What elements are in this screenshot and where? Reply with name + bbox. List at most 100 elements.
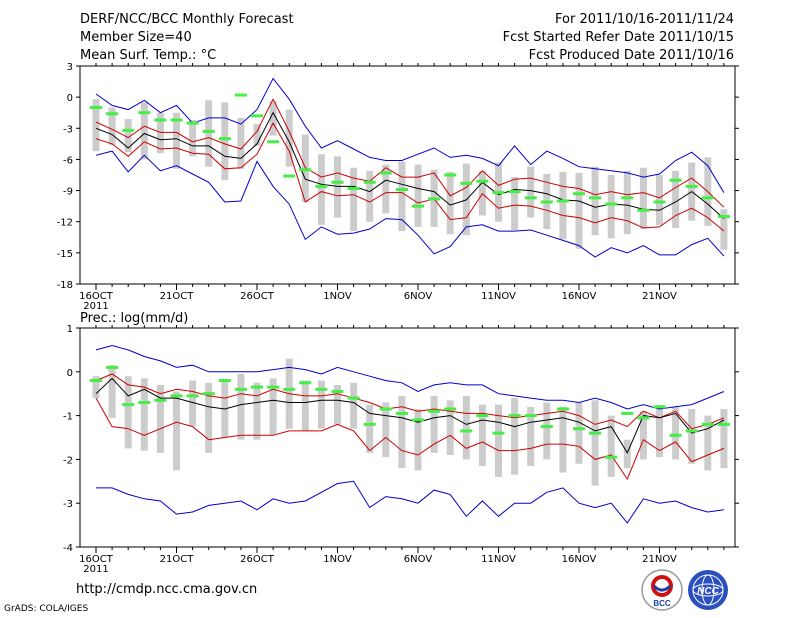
prec-observed-mark [508, 414, 521, 418]
prec-box [575, 402, 583, 464]
temp-box [92, 99, 100, 152]
prec-box [205, 382, 213, 453]
prec-box [414, 409, 422, 471]
temp-ytick-label: 0 [67, 93, 73, 104]
prec-box [591, 400, 599, 486]
prec-observed-mark [283, 387, 296, 391]
temp-box [511, 177, 519, 231]
prec-observed-mark [202, 392, 215, 396]
prec-observed-mark [170, 394, 183, 398]
temp-ytick-label: -12 [57, 218, 73, 229]
prec-box [382, 402, 390, 458]
prec-box [430, 395, 438, 453]
temp-lower-line [95, 122, 725, 232]
temp-box [720, 209, 728, 250]
temp-observed-mark [186, 121, 199, 125]
forecast-produced-date: Fcst Produced Date 2011/10/16 [528, 48, 734, 63]
prec-observed-mark [138, 400, 151, 404]
prec-box [511, 398, 519, 475]
temp-box [140, 102, 148, 160]
temp-observed-mark [540, 200, 553, 204]
prec-observed-mark [717, 422, 730, 426]
temp-observed-mark [573, 192, 585, 196]
prec-observed-mark [154, 398, 167, 402]
prec-box [623, 439, 631, 469]
temp-box [156, 112, 164, 154]
prec-box [527, 406, 535, 466]
prec-observed-mark [524, 414, 537, 418]
temp-observed-mark [492, 191, 505, 195]
temp-observed-mark [717, 215, 730, 219]
prec-observed-mark [251, 385, 263, 389]
prec-observed-mark [492, 431, 505, 435]
prec-box [237, 373, 245, 440]
temp-observed-mark [589, 196, 602, 200]
temp-observed-mark [412, 204, 424, 208]
prec-mean-line [95, 377, 725, 454]
temp-observed-mark [508, 190, 521, 194]
temp-xtick-label: 21NOV [642, 291, 677, 302]
prec-box [495, 404, 502, 477]
temp-ytick-label: -3 [63, 124, 73, 135]
prec-box [173, 391, 180, 471]
prec-observed-mark [653, 405, 666, 409]
prec-box [607, 415, 615, 477]
prec-observed-mark [669, 433, 682, 437]
bcc-logo-label: BCC [653, 599, 671, 608]
temp-xtick-label: 16NOV [562, 291, 597, 302]
prec-box [688, 409, 696, 464]
source-url[interactable]: http://cmdp.ncc.cma.gov.cn [76, 582, 258, 597]
temp-observed-mark [283, 174, 296, 178]
temp-observed-mark [379, 171, 392, 175]
ncc-logo: NCC [688, 570, 728, 610]
temp-observed-mark [106, 112, 119, 116]
temp-observed-mark [669, 178, 682, 182]
temp-box [285, 109, 293, 167]
temp-box [656, 175, 663, 225]
temp-observed-mark [170, 118, 183, 122]
temp-min-line [95, 150, 725, 258]
temp-observed-mark [202, 129, 215, 133]
prec-box [543, 402, 551, 460]
temp-box [414, 164, 422, 227]
temp-observed-mark [524, 196, 537, 200]
prec-box [672, 406, 680, 460]
temp-observed-mark [685, 184, 698, 188]
temp-xtick-label: 1NOV [323, 291, 352, 302]
temp-box [124, 118, 132, 153]
temp-observed-mark [621, 196, 634, 200]
prec-upper-line [95, 373, 725, 430]
prec-min-line [96, 480, 724, 524]
temp-box [334, 156, 341, 218]
temp-observed-mark [637, 208, 650, 212]
temp-box [205, 100, 213, 167]
prec-observed-mark [218, 379, 231, 383]
temp-box [173, 112, 180, 169]
prec-ytick-label: -4 [63, 543, 73, 554]
prec-ytick-label: -1 [63, 412, 73, 423]
temp-ytick-label: -6 [63, 155, 73, 166]
panel1-title: Mean Surf. Temp.: °C [80, 48, 217, 63]
prec-xtick-label: 21OCT [160, 554, 195, 565]
prec-box [317, 380, 325, 429]
temp-box [639, 167, 647, 229]
temp-observed-mark [315, 184, 328, 188]
temp-box [382, 164, 390, 214]
prec-observed-mark [573, 427, 585, 431]
prec-observed-mark [234, 387, 247, 391]
prec-observed-mark [412, 418, 424, 422]
temp-observed-mark [331, 180, 344, 184]
temp-box [317, 154, 325, 225]
temp-box [607, 175, 615, 239]
temp-observed-mark [363, 180, 376, 184]
temp-observed-mark [138, 111, 151, 115]
prec-observed-mark [186, 394, 199, 398]
temp-observed-mark [122, 128, 135, 132]
temp-box [221, 102, 229, 181]
prec-box [140, 378, 148, 451]
temp-xtick-label: 16OCT [79, 291, 114, 302]
prec-observed-mark [299, 381, 312, 385]
prec-observed-mark [685, 429, 698, 433]
member-size: Member Size=40 [80, 30, 192, 45]
